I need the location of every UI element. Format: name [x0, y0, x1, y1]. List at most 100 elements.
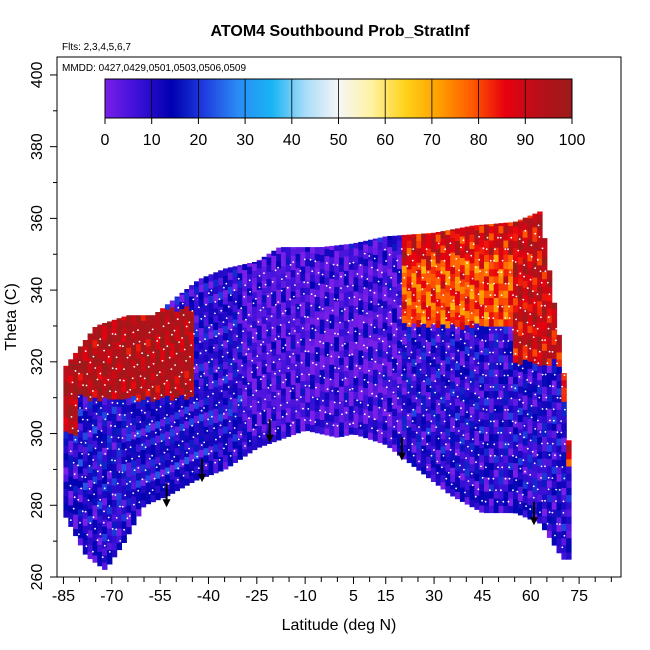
trace-dot	[115, 367, 118, 370]
heatmap-cell	[479, 296, 485, 305]
heatmap-cell	[484, 455, 490, 463]
trace-dot	[555, 488, 557, 491]
heatmap-cell	[556, 337, 562, 346]
heatmap-cell	[319, 247, 326, 248]
heatmap-cell	[150, 358, 156, 366]
heatmap-cell	[435, 463, 442, 472]
heatmap-cell	[121, 441, 127, 450]
heatmap-cell	[426, 413, 432, 421]
heatmap-cell	[189, 353, 195, 362]
trace-dot	[210, 450, 213, 452]
heatmap-cell	[546, 358, 553, 366]
heatmap-cell	[73, 499, 79, 508]
heatmap-cell	[488, 354, 495, 363]
heatmap-cell	[377, 334, 384, 343]
heatmap-cell	[440, 345, 446, 354]
heatmap-cell	[416, 340, 422, 349]
heatmap-cell	[484, 297, 490, 306]
heatmap-cell	[551, 322, 558, 331]
trace-dot	[161, 474, 164, 477]
heatmap-cell	[445, 255, 451, 264]
trace-dot	[166, 379, 168, 382]
trace-dot	[183, 428, 185, 431]
trace-dot	[529, 382, 532, 384]
heatmap-cell	[445, 306, 451, 314]
heatmap-cell	[522, 481, 529, 489]
heatmap-cell	[242, 348, 248, 357]
trace-dot	[213, 427, 216, 430]
trace-dot	[222, 321, 225, 323]
heatmap-cell	[266, 278, 272, 287]
heatmap-cell	[401, 344, 408, 352]
heatmap-cell	[542, 450, 548, 459]
heatmap-cell	[426, 355, 432, 364]
heatmap-cell	[508, 282, 514, 291]
heatmap-cell	[537, 214, 543, 223]
trace-dot	[200, 318, 203, 320]
trace-dot	[548, 293, 551, 296]
trace-dot	[285, 378, 287, 381]
heatmap-cell	[252, 377, 258, 386]
heatmap-cell	[353, 255, 359, 263]
heatmap-cell	[455, 405, 461, 414]
heatmap-cell	[107, 528, 113, 536]
heatmap-cell	[363, 351, 369, 360]
trace-dot	[517, 249, 520, 252]
heatmap-cell	[194, 429, 200, 438]
trace-dot	[88, 487, 91, 490]
heatmap-cell	[450, 366, 456, 375]
heatmap-cell	[165, 431, 171, 439]
heatmap-cell	[368, 396, 374, 404]
heatmap-cell	[261, 373, 268, 382]
heatmap-cell	[111, 406, 118, 414]
trace-dot	[484, 340, 487, 342]
heatmap-cell	[300, 265, 306, 274]
heatmap-cell	[131, 510, 137, 519]
heatmap-cell	[469, 241, 475, 249]
heatmap-cell	[145, 439, 151, 447]
heatmap-cell	[440, 474, 446, 483]
trace-dot	[92, 355, 95, 358]
heatmap-cell	[392, 235, 398, 237]
heatmap-cell	[140, 435, 147, 443]
trace-dot	[481, 316, 484, 319]
heatmap-cell	[140, 499, 147, 508]
heatmap-cell	[126, 411, 132, 420]
heatmap-cell	[194, 444, 200, 452]
heatmap-cell	[165, 359, 171, 368]
trace-dot	[114, 459, 116, 462]
heatmap-cell	[455, 426, 461, 435]
trace-dot	[295, 410, 298, 413]
heatmap-cell	[406, 247, 413, 256]
heatmap-cell	[223, 418, 229, 427]
heatmap-cell	[484, 282, 490, 291]
trace-dot	[303, 292, 305, 295]
heatmap-cell	[111, 513, 118, 522]
heatmap-cell	[92, 368, 98, 377]
trace-dot	[504, 317, 507, 319]
heatmap-cell	[464, 439, 471, 448]
heatmap-cell	[111, 542, 118, 551]
heatmap-cell	[469, 356, 475, 364]
flight-trace-dots	[69, 224, 566, 559]
heatmap-cell	[479, 418, 485, 427]
heatmap-cell	[82, 340, 89, 347]
heatmap-cell	[561, 430, 567, 438]
trace-dot	[549, 419, 551, 422]
heatmap-cell	[131, 315, 137, 318]
trace-dot	[504, 443, 507, 446]
heatmap-cell	[556, 495, 562, 504]
trace-dot	[429, 386, 432, 388]
heatmap-cell	[455, 412, 461, 421]
heatmap-cell	[63, 466, 69, 475]
heatmap-cell	[450, 460, 456, 468]
heatmap-cell	[358, 371, 364, 380]
heatmap-cell	[493, 419, 500, 427]
heatmap-cell	[68, 468, 74, 477]
trace-dot	[408, 288, 410, 291]
heatmap-cell	[295, 360, 301, 369]
heatmap-cell	[377, 241, 384, 250]
heatmap-cell	[464, 303, 471, 311]
heatmap-cell	[421, 280, 427, 288]
heatmap-cell	[82, 374, 89, 383]
